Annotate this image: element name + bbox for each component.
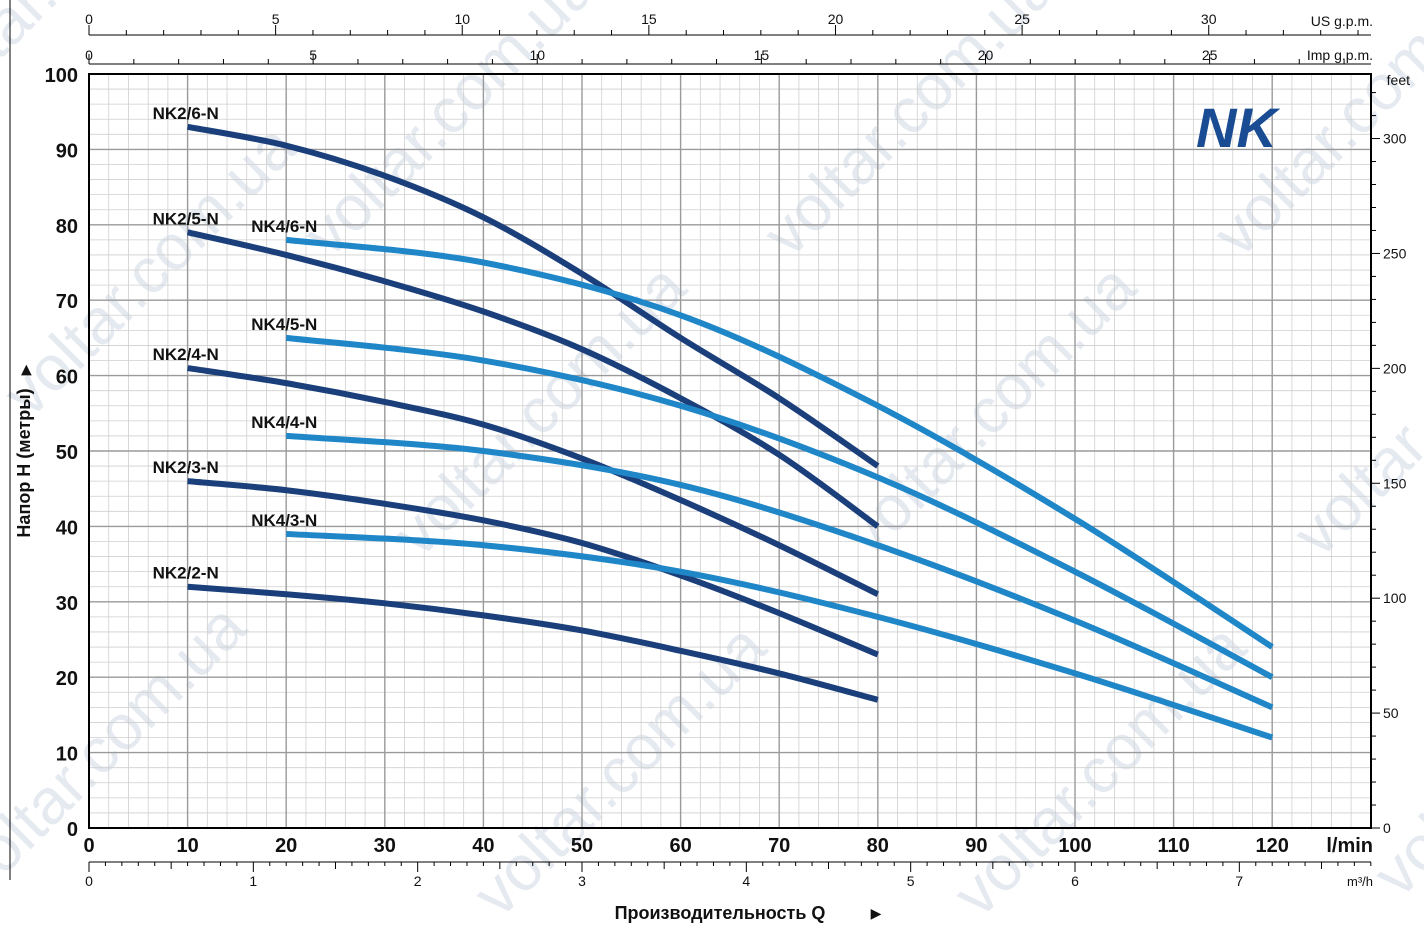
x-tick-label: 40 [472,835,494,857]
x-tick-label: 50 [571,835,593,857]
y-tick-label: 20 [56,668,78,690]
series-label: NK4/5-N [251,315,317,334]
imp-gpm-tick-label: 0 [85,47,93,63]
series-label: NK2/5-N [153,209,219,228]
series-curve-NK2/4-N [187,365,880,597]
x-tick-label: 30 [374,835,396,857]
series-curve-NK4/5-N [285,334,1274,680]
series-label: NK4/3-N [251,511,317,530]
y-tick-label: 50 [56,442,78,464]
us-gpm-tick-label: 10 [454,11,470,27]
watermark-text: voltar.com.ua [289,0,609,270]
y-tick-label: 70 [56,291,78,313]
series-curve-NK4/4-N [285,432,1274,711]
series-label: NK2/3-N [153,458,219,477]
series-label: NK2/6-N [153,104,219,123]
x-tick-label: 0 [83,835,94,857]
m3h-tick-label: 3 [578,873,586,889]
feet-tick-label: 0 [1383,820,1391,836]
x-tick-label: 90 [965,835,987,857]
y-tick-label: 10 [56,744,78,766]
x-tick-label: 60 [669,835,691,857]
m3h-tick-label: 0 [85,873,93,889]
y-axis-left: 0 10 20 30 40 50 60 70 80 90 100 [45,65,78,841]
x-tick-label: 100 [1058,835,1091,857]
watermark-text: voltar.com.ua [749,0,1069,270]
watermark-text: voltar.com.ua [829,250,1149,570]
x-tick-label: 120 [1256,835,1289,857]
us-gpm-tick-label: 25 [1014,11,1030,27]
us-gpm-unit-label: US g.p.m. [1311,13,1373,29]
nk-logo: NK [1196,96,1280,159]
x-tick-label: 20 [275,835,297,857]
series-label: NK2/2-N [153,564,219,583]
series-curve-NK2/3-N [187,478,879,658]
m3h-unit-label: m³/h [1347,874,1373,889]
m3h-tick-label: 1 [249,873,257,889]
y-tick-label: 90 [56,140,78,162]
series-curve-NK2/2-N [187,583,879,703]
m3h-tick-label: 6 [1071,873,1079,889]
us-gpm-tick-label: 30 [1201,11,1217,27]
imp-gpm-unit-label: Imp g.p.m. [1307,47,1373,63]
x-tick-label: 110 [1157,835,1189,857]
imp-gpm-tick-label: 25 [1202,47,1218,63]
series-label: NK4/4-N [251,413,317,432]
imp-gpm-tick-label: 15 [754,47,770,63]
series-curve-NK4/6-N [285,236,1274,650]
us-gpm-tick-label: 5 [272,11,280,27]
x-tick-label: 70 [768,835,790,857]
y-tick-label: 40 [56,517,78,539]
top-axes: 0 5 10 15 20 25 30 US g.p.m. 0 5 10 15 20 25 Imp g.p.m… [85,11,1373,65]
series-curve-NK4/3-N [286,530,1274,741]
feet-tick-label: 200 [1383,360,1407,376]
imp-gpm-tick-label: 5 [309,47,317,63]
m3h-tick-label: 4 [742,873,750,889]
series-curve-NK2/6-N [187,123,880,469]
imp-gpm-tick-label: 10 [529,47,545,63]
us-gpm-tick-label: 0 [85,11,93,27]
series-layer [186,123,1274,741]
plot-frame [88,73,1372,829]
series-label: NK4/6-N [251,217,317,236]
bottom-axes: 0 10 20 30 40 50 60 70 80 90 100 110 120 l/min 0 1 2 3 4 5 6… [83,835,1373,889]
y-tick-label: 60 [56,367,78,389]
us-gpm-tick-label: 15 [641,11,657,27]
y-tick-label: 0 [67,819,78,841]
y-tick-label: 80 [56,216,78,238]
m3h-tick-label: 5 [907,873,915,889]
y-axis-title: Напор H (метры) [14,388,34,537]
m3h-tick-label: 2 [414,873,422,889]
watermark-text: voltar.com.ua [1279,250,1424,570]
m3h-tick-label: 7 [1235,873,1243,889]
x-tick-label: 80 [867,835,889,857]
us-gpm-tick-label: 20 [828,11,844,27]
x-axis-title-arrow: ▶ [871,905,882,921]
x-axis-title: Производительность Q [615,903,826,923]
feet-tick-label: 100 [1383,590,1407,606]
y-tick-label: 30 [56,593,78,615]
series-label: NK2/4-N [153,345,219,364]
watermark-text: voltar.com.ua [459,610,779,929]
series-labels: NK2/6-N NK2/5-N NK2/4-N NK2/3-N NK2/2-N NK4/6… [153,104,318,583]
imp-gpm-tick-label: 20 [978,47,994,63]
series-curve-NK2/5-N [186,229,880,529]
feet-tick-label: 150 [1383,475,1407,491]
x-unit-label: l/min [1326,835,1373,857]
feet-tick-label: 250 [1383,245,1407,261]
y-axis-title-arrow: ▶ [17,364,33,375]
feet-tick-label: 50 [1383,705,1399,721]
feet-unit-label: feet [1387,72,1410,88]
y-tick-label: 100 [45,65,78,87]
watermark-text: voltar.com.ua [939,610,1259,929]
feet-tick-label: 300 [1383,131,1407,147]
y-axis-right-feet: 0 50 100 150 200 250 300 feet [1371,72,1410,836]
x-tick-label: 10 [176,835,198,857]
